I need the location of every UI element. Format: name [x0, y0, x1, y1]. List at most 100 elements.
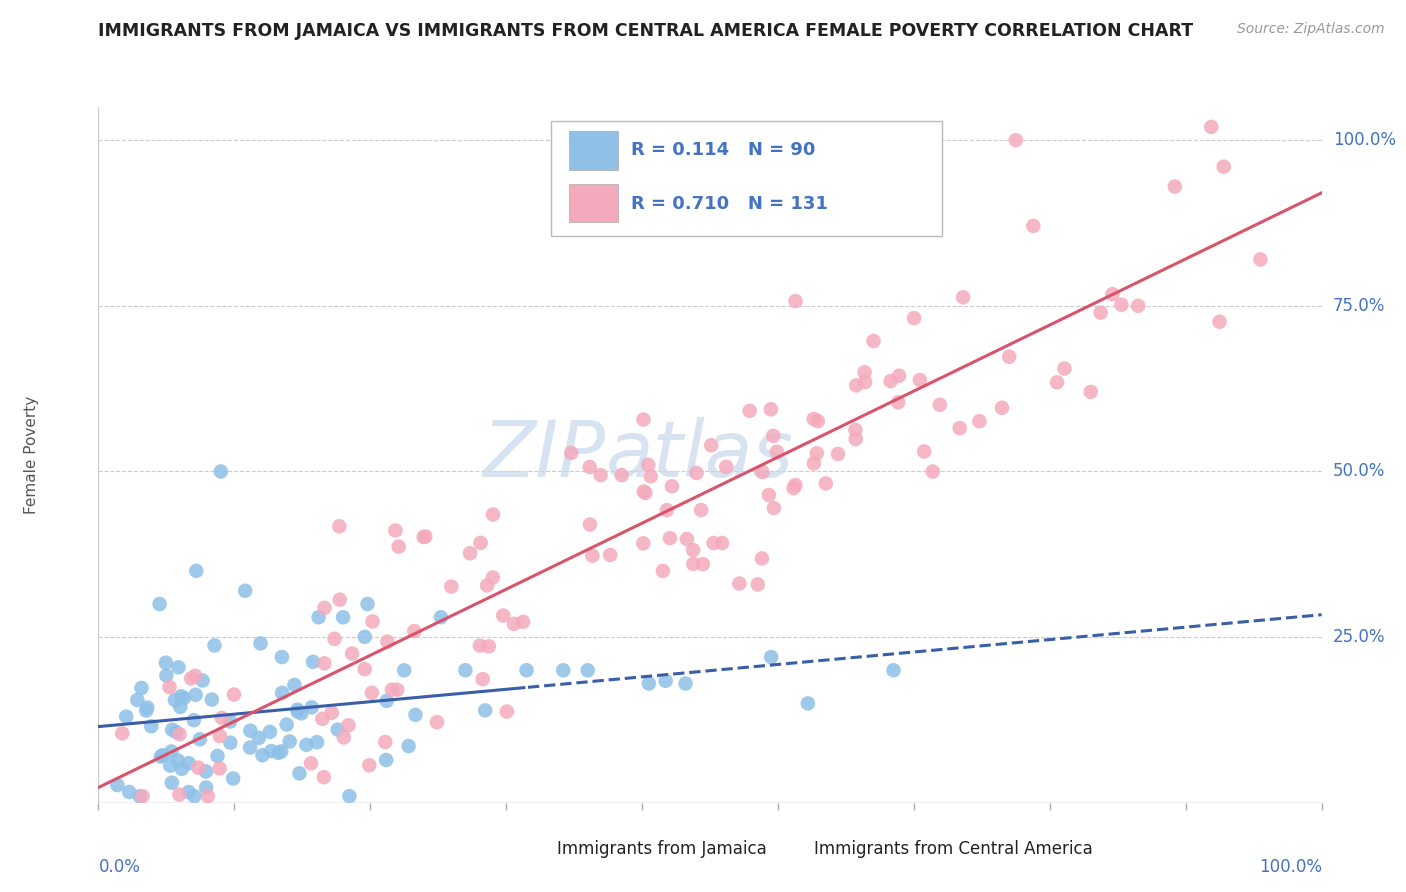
FancyBboxPatch shape: [515, 836, 551, 863]
Point: [159, 680, 181, 694]
Text: 100.0%: 100.0%: [1333, 131, 1396, 149]
Point: [115, 709, 138, 723]
Point: [579, 517, 602, 532]
Point: [131, 681, 153, 695]
Point: [308, 610, 330, 624]
Point: [219, 714, 242, 729]
Point: [651, 564, 673, 578]
Point: [180, 672, 202, 686]
Point: [492, 608, 515, 623]
Point: [682, 543, 704, 558]
Point: [887, 368, 910, 383]
Point: [222, 772, 245, 786]
Point: [321, 706, 343, 720]
Point: [785, 478, 807, 492]
Point: [299, 756, 322, 771]
Point: [337, 718, 360, 732]
Point: [1053, 361, 1076, 376]
Point: [353, 630, 375, 644]
Point: [405, 707, 427, 722]
Point: [692, 557, 714, 571]
Point: [183, 789, 205, 804]
Point: [276, 717, 298, 731]
Point: [260, 744, 283, 758]
Text: Source: ZipAtlas.com: Source: ZipAtlas.com: [1237, 22, 1385, 37]
Point: [928, 398, 950, 412]
Point: [814, 476, 837, 491]
Point: [578, 460, 600, 475]
Point: [155, 668, 177, 682]
Point: [377, 634, 399, 648]
Point: [177, 785, 200, 799]
Point: [152, 748, 174, 763]
Point: [845, 378, 868, 392]
Point: [637, 676, 661, 690]
Point: [1090, 305, 1112, 319]
Point: [384, 524, 406, 538]
Point: [329, 592, 352, 607]
Point: [862, 334, 884, 348]
Point: [1080, 384, 1102, 399]
Point: [807, 414, 830, 428]
Point: [1101, 287, 1123, 301]
Point: [353, 662, 375, 676]
Point: [495, 705, 517, 719]
Point: [295, 738, 318, 752]
Point: [785, 294, 807, 309]
Point: [952, 290, 974, 304]
Point: [219, 736, 242, 750]
Point: [163, 693, 186, 707]
Point: [728, 576, 751, 591]
Point: [887, 395, 910, 409]
Point: [676, 532, 699, 546]
Point: [633, 484, 655, 499]
Point: [160, 744, 183, 758]
Point: [170, 690, 193, 704]
Point: [361, 615, 384, 629]
Point: [127, 693, 149, 707]
Point: [685, 466, 707, 480]
Point: [738, 404, 761, 418]
Point: [482, 508, 505, 522]
Point: [339, 789, 361, 804]
Point: [177, 756, 200, 771]
Point: [654, 673, 676, 688]
Point: [187, 761, 209, 775]
Point: [658, 531, 681, 545]
Point: [1128, 299, 1150, 313]
FancyBboxPatch shape: [569, 131, 619, 169]
Point: [375, 694, 398, 708]
Text: R = 0.710   N = 131: R = 0.710 N = 131: [630, 195, 827, 213]
Point: [249, 636, 271, 650]
Point: [758, 488, 780, 502]
Point: [387, 682, 409, 697]
Point: [169, 699, 191, 714]
Point: [969, 414, 991, 428]
Point: [844, 423, 866, 437]
Point: [412, 530, 434, 544]
Point: [155, 656, 177, 670]
Point: [682, 557, 704, 571]
Point: [415, 529, 437, 543]
Point: [374, 735, 396, 749]
Point: [581, 549, 603, 563]
Point: [128, 789, 150, 804]
Point: [167, 788, 190, 802]
FancyBboxPatch shape: [772, 836, 808, 863]
Point: [271, 686, 294, 700]
Point: [716, 459, 738, 474]
Point: [111, 726, 134, 740]
Point: [278, 734, 301, 748]
Point: [503, 616, 526, 631]
Point: [690, 503, 713, 517]
Point: [710, 536, 733, 550]
Point: [759, 402, 782, 417]
Point: [998, 350, 1021, 364]
Point: [576, 663, 599, 677]
FancyBboxPatch shape: [569, 184, 619, 222]
Point: [149, 597, 172, 611]
Text: 0.0%: 0.0%: [98, 858, 141, 877]
Point: [301, 700, 323, 714]
Point: [191, 673, 214, 688]
Point: [314, 657, 336, 671]
